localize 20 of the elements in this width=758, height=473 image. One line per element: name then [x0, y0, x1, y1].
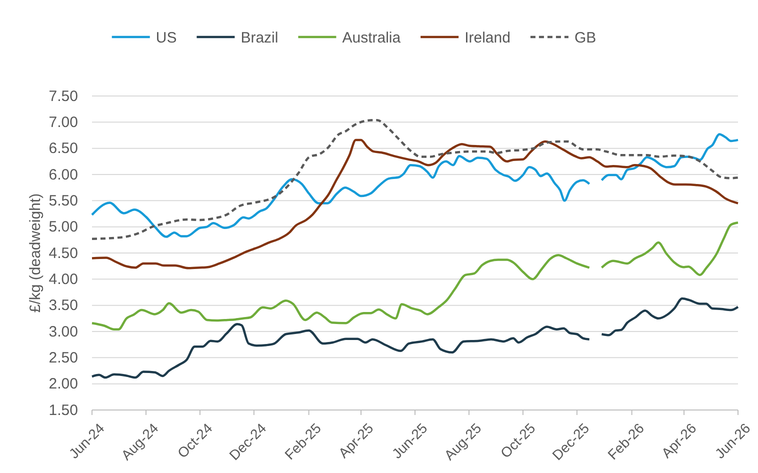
- y-tick-label: 7.50: [48, 88, 78, 105]
- y-tick-label: 6.50: [48, 140, 78, 158]
- y-tick-label: 3.50: [48, 297, 78, 314]
- y-tick-label: 5.50: [48, 192, 78, 210]
- y-tick-label: 5.00: [48, 218, 78, 236]
- line-series: [90, 138, 740, 270]
- legend-label: US: [156, 29, 177, 46]
- y-tick-label: 7.00: [48, 114, 78, 131]
- y-tick-label: 2.50: [48, 349, 78, 366]
- y-tick-label: 4.00: [48, 270, 78, 288]
- legend-label: GB: [574, 29, 596, 46]
- legend-label: Brazil: [240, 29, 278, 46]
- legend-label: Australia: [342, 29, 402, 46]
- y-tick-label: 2.00: [48, 376, 78, 393]
- y-axis-title: £/kg (deadweight): [27, 193, 44, 313]
- y-tick-label: 1.50: [48, 402, 78, 419]
- y-tick-label: 4.50: [48, 244, 78, 262]
- y-tick-label: 6.00: [48, 166, 78, 184]
- y-tick-label: 3.00: [48, 323, 78, 340]
- legend-label: Ireland: [464, 29, 510, 46]
